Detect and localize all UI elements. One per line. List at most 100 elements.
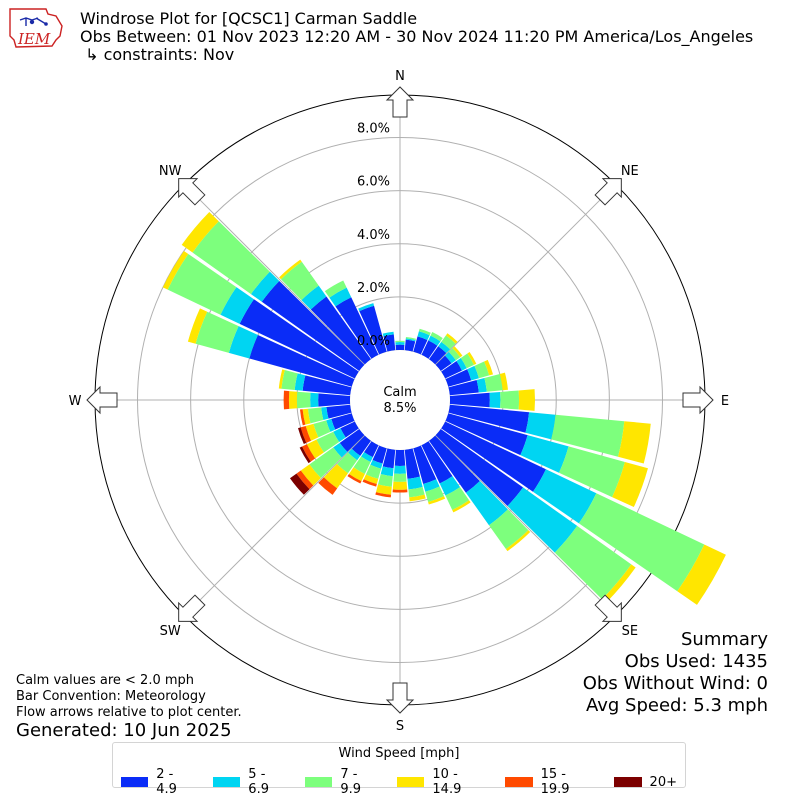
flow-arrow-N [385,86,415,118]
grid-spoke-3 [435,435,617,617]
bar-70-bin-2 [474,361,490,379]
bar-190-bin-1 [380,466,394,477]
bar-100-bin-2 [551,414,625,457]
bar-10-bin-2 [405,336,416,341]
bar-310-bin-0 [261,280,365,372]
bar-290-bin-2 [195,311,239,353]
legend-swatch-4 [505,777,533,787]
bar-250-bin-4 [300,425,312,443]
bar-90-bin-2 [500,390,520,410]
compass-label-SE: SE [622,624,638,639]
bar-190-bin-4 [375,492,392,498]
compass-label-NE: NE [621,164,639,179]
bar-70-bin-1 [467,365,479,381]
radial-tick-2: 4.0% [357,228,390,243]
bar-230-bin-5 [289,473,310,495]
bar-230-bin-3 [300,464,321,486]
calm-label: Calm [383,385,416,400]
bar-320-bin-0 [310,296,372,365]
bar-210-bin-4 [347,473,362,484]
compass-arrows [86,86,714,714]
grid-spoke-7 [183,183,365,365]
legend-swatch-2 [305,777,333,787]
bar-280-bin-3 [278,369,285,389]
bar-110-bin-0 [445,413,528,456]
bar-270-bin-0 [318,393,351,407]
bar-230-bin-4 [296,470,314,490]
legend-swatch-0 [121,777,149,787]
bar-240-bin-0 [340,421,359,438]
bar-220-bin-3 [323,463,348,489]
legend-item-3: 10 - 14.9 [397,767,489,797]
bar-240-bin-3 [306,439,324,459]
bar-60-bin-1 [456,358,467,371]
bar-140-bin-3 [505,530,531,552]
bar-0-bin-2 [395,340,405,343]
legend-item-5: 20+ [613,767,677,797]
bar-190-bin-3 [376,484,392,495]
bar-130-bin-2 [554,525,632,600]
bar-120-bin-1 [532,469,597,524]
flow-arrow-SE [594,594,622,622]
bar-300-bin-2 [167,253,237,315]
bar-200-bin-4 [362,479,377,487]
legend-swatch-5 [613,777,642,787]
bar-150-bin-2 [445,487,470,510]
legend-swatch-1 [213,777,241,787]
bar-180-bin-2 [393,473,407,482]
bar-220-bin-0 [351,435,372,456]
bar-190-bin-0 [382,448,396,469]
compass-label-NW: NW [159,164,182,179]
bar-180-bin-3 [392,481,408,490]
flow-arrow-W [86,385,118,415]
compass-label-SW: SW [160,624,181,639]
bar-50-bin-3 [452,346,463,358]
grid-spoke-5 [183,435,365,617]
bar-100-bin-1 [525,412,556,440]
bar-270-bin-4 [283,390,290,410]
bar-200-bin-2 [365,464,382,479]
avg-speed: Avg Speed: 5.3 mph [586,695,768,716]
bar-290-bin-1 [228,326,258,359]
bar-200-bin-0 [372,445,387,464]
bar-100-bin-0 [448,404,530,433]
compass-label-N: N [395,69,405,84]
bar-40-bin-0 [428,346,447,365]
bar-260-bin-1 [321,406,329,420]
bar-260-bin-2 [307,407,324,424]
bar-220-bin-2 [336,452,358,474]
bar-0-bin-1 [395,342,405,345]
bar-170-bin-0 [404,448,420,479]
bar-180-bin-4 [392,489,408,493]
bar-50-bin-0 [435,355,452,372]
bar-230-bin-0 [339,428,365,452]
bar-240-bin-1 [333,428,346,442]
bar-20-bin-2 [418,328,431,336]
radial-tick-3: 6.0% [357,175,390,190]
compass-label-E: E [721,394,729,409]
legend-label-2: 7 - 9.9 [340,767,362,797]
compass-label-S: S [396,719,404,734]
bar-300-bin-3 [162,250,189,290]
note-arrows: Flow arrows relative to plot center. [16,705,242,720]
bar-280-bin-2 [281,369,298,391]
bar-110-bin-1 [520,435,569,473]
title-line-2: Obs Between: 01 Nov 2023 12:20 AM - 30 N… [80,27,754,46]
bar-160-bin-3 [428,496,446,505]
bar-270-bin-3 [288,391,298,409]
bar-350-bin-0 [383,334,396,352]
radial-tick-4: 8.0% [357,122,390,137]
bar-80-bin-3 [499,372,508,391]
bar-340-bin-0 [359,305,387,355]
bar-60-bin-2 [460,353,474,369]
bar-100-bin-3 [618,421,651,464]
bar-270-bin-1 [310,392,319,408]
bar-330-bin-0 [335,297,379,359]
bar-320-bin-3 [279,259,302,280]
bar-200-bin-3 [363,474,379,485]
bar-300-bin-1 [220,287,254,324]
bar-90-bin-0 [449,392,490,408]
bar-200-bin-1 [370,459,383,469]
bar-180-bin-1 [394,465,406,474]
